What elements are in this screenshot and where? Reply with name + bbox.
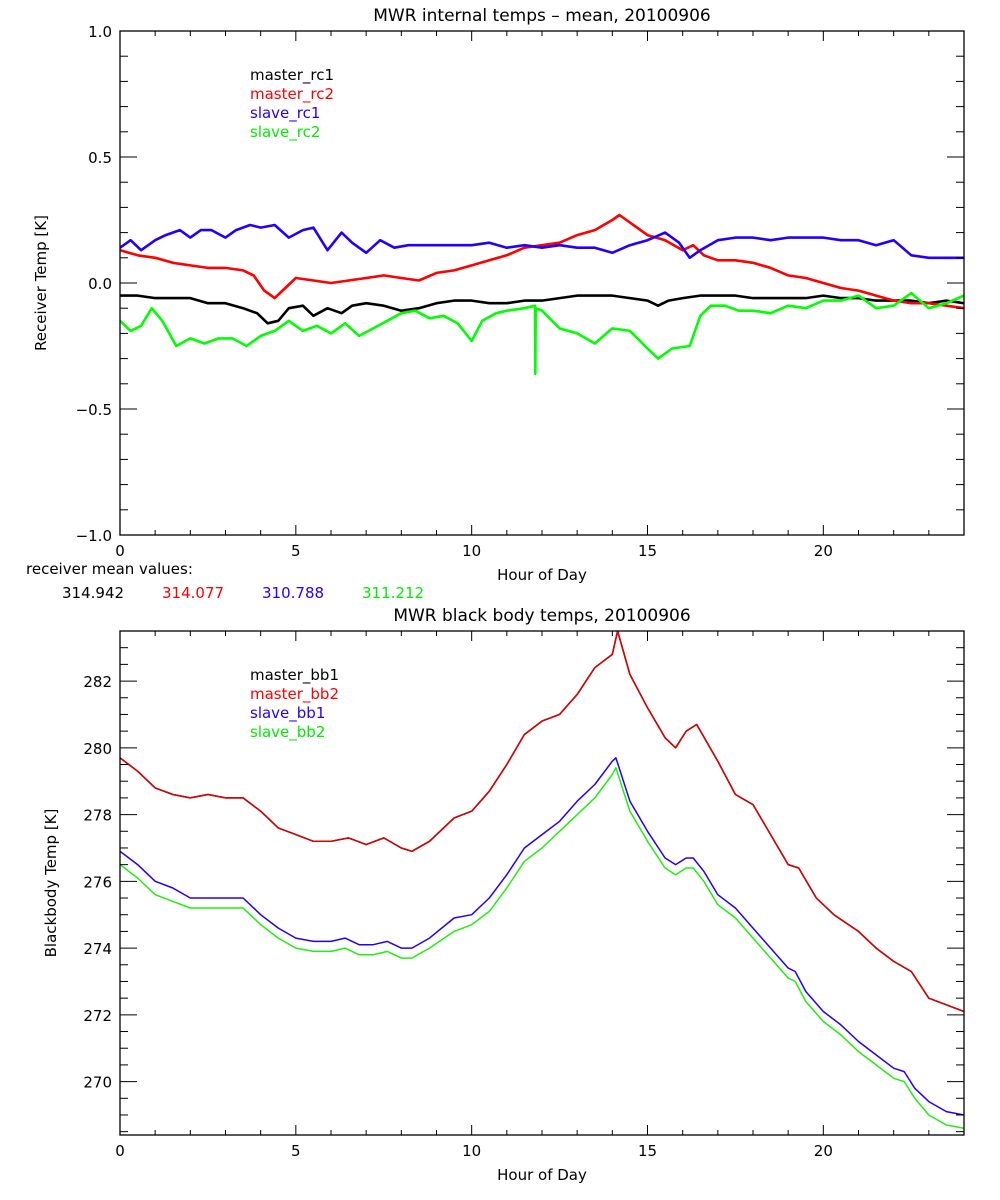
blackbody-temp-chart: MWR black body temps, 20100906 0 5 10 15 20 2… bbox=[42, 606, 965, 1184]
legend-entry: slave_bb2 bbox=[250, 723, 325, 742]
x-tick-label: 5 bbox=[291, 542, 301, 560]
receiver-temp-chart: MWR internal temps – mean, 20100906 0 5 10… bbox=[26, 6, 965, 602]
legend: master_bb1 master_bb2 slave_bb1 slave_bb… bbox=[250, 666, 339, 742]
series-line-master-bb1 bbox=[120, 631, 964, 1013]
mean-value-master-rc2: 314.077 bbox=[162, 584, 224, 602]
x-tick-label: 20 bbox=[814, 1142, 833, 1160]
series-line-slave-rc1 bbox=[120, 223, 964, 260]
y-tick-label: −1.0 bbox=[76, 527, 112, 545]
x-tick-label: 5 bbox=[291, 1142, 301, 1160]
chart-title: MWR black body temps, 20100906 bbox=[393, 606, 690, 626]
y-tick-label: 0.5 bbox=[88, 149, 112, 167]
legend-entry: master_bb1 bbox=[250, 666, 339, 685]
series-line-master-rc1 bbox=[120, 294, 964, 325]
y-tick-label: 0.0 bbox=[88, 275, 112, 293]
mean-value-slave-rc1: 310.788 bbox=[262, 584, 324, 602]
series-line-master-rc2 bbox=[120, 213, 964, 310]
plot-lines bbox=[120, 213, 964, 376]
legend-entry: slave_bb1 bbox=[250, 704, 325, 723]
series-line-master-bb2 bbox=[120, 631, 964, 1013]
x-tick-label: 0 bbox=[115, 542, 125, 560]
mean-values-label: receiver mean values: bbox=[26, 560, 193, 578]
x-axis-label: Hour of Day bbox=[497, 1166, 587, 1184]
legend-entry: master_rc1 bbox=[250, 66, 334, 85]
y-tick-label: 1.0 bbox=[88, 23, 112, 41]
series-line-slave-rc2 bbox=[120, 291, 964, 376]
x-tick-label: 20 bbox=[814, 542, 833, 560]
y-tick-label: −0.5 bbox=[76, 401, 112, 419]
mean-value-slave-rc2: 311.212 bbox=[362, 584, 424, 602]
legend-entry: slave_rc1 bbox=[250, 104, 320, 123]
x-tick-label: 10 bbox=[462, 1142, 481, 1160]
y-tick-label: 278 bbox=[83, 807, 112, 825]
y-axis-label: Receiver Temp [K] bbox=[32, 215, 50, 351]
legend-entry: master_bb2 bbox=[250, 685, 339, 704]
y-tick-label: 282 bbox=[83, 673, 112, 691]
mean-value-master-rc1: 314.942 bbox=[62, 584, 124, 602]
plot-frame bbox=[119, 630, 965, 1136]
x-tick-label: 15 bbox=[638, 1142, 657, 1160]
series-line-slave-bb2 bbox=[120, 767, 964, 1130]
y-axis-label: Blackbody Temp [K] bbox=[42, 809, 60, 958]
receiver-mean-values: receiver mean values: 314.942 314.077 31… bbox=[26, 560, 424, 602]
axis-ticks: 0 5 10 15 20 270 272 274 276 278 280 282 bbox=[83, 630, 965, 1160]
x-tick-label: 0 bbox=[115, 1142, 125, 1160]
y-tick-label: 270 bbox=[83, 1074, 112, 1092]
series-line-slave-bb1 bbox=[120, 757, 964, 1116]
axis-ticks: 0 5 10 15 20 −1.0 −0.5 0.0 0.5 1.0 bbox=[76, 23, 965, 560]
legend-entry: master_rc2 bbox=[250, 85, 334, 104]
x-tick-label: 15 bbox=[638, 542, 657, 560]
chart-title: MWR internal temps – mean, 20100906 bbox=[373, 6, 711, 26]
y-tick-label: 274 bbox=[83, 940, 112, 958]
plot-lines bbox=[120, 631, 964, 1130]
x-axis-label: Hour of Day bbox=[497, 566, 587, 584]
legend: master_rc1 master_rc2 slave_rc1 slave_rc… bbox=[250, 66, 334, 142]
legend-entry: slave_rc2 bbox=[250, 123, 320, 142]
plot-frame bbox=[119, 30, 965, 536]
x-tick-label: 10 bbox=[462, 542, 481, 560]
y-tick-label: 272 bbox=[83, 1007, 112, 1025]
y-tick-label: 280 bbox=[83, 740, 112, 758]
y-tick-label: 276 bbox=[83, 873, 112, 891]
